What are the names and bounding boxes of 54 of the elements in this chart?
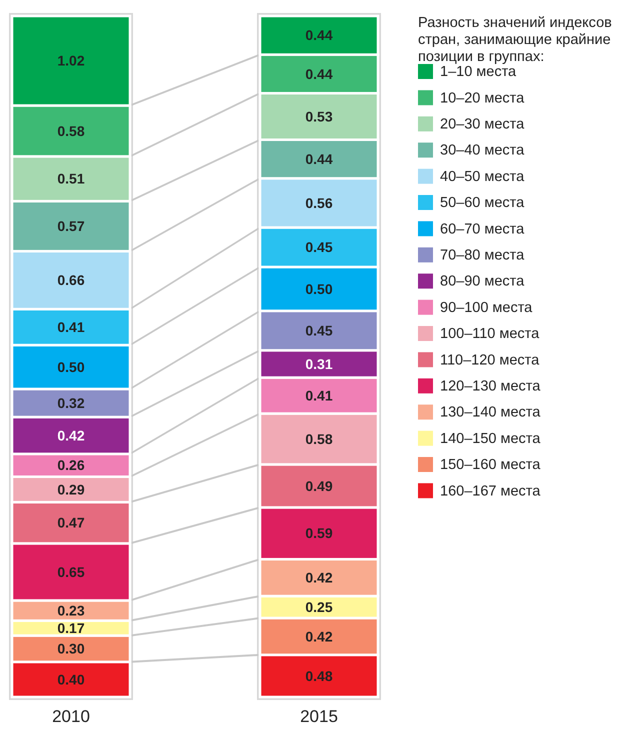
legend-label: 70–80 места xyxy=(440,247,526,264)
legend-label: 80–90 места xyxy=(440,274,526,290)
data-label: 0.29 xyxy=(57,481,85,498)
data-label: 0.17 xyxy=(57,620,85,636)
data-label: 0.25 xyxy=(305,598,333,615)
data-label: 0.30 xyxy=(57,640,85,657)
data-label: 0.65 xyxy=(57,564,85,580)
data-label: 0.45 xyxy=(305,239,333,256)
data-label: 0.58 xyxy=(305,430,333,447)
data-label: 0.53 xyxy=(305,108,333,124)
data-label: 0.57 xyxy=(57,218,85,234)
data-label: 0.26 xyxy=(57,457,85,474)
data-label: 0.58 xyxy=(57,122,85,139)
data-label: 0.31 xyxy=(305,356,333,372)
data-label: 0.56 xyxy=(305,194,333,211)
x-tick-label: 2010 xyxy=(52,707,90,726)
legend-label: 120–130 места xyxy=(440,378,542,394)
data-label: 0.40 xyxy=(57,671,85,688)
data-label: 0.42 xyxy=(305,570,333,586)
legend-label: 140–150 места xyxy=(440,430,542,447)
data-label: 0.23 xyxy=(57,602,85,618)
legend-label: 110–120 места xyxy=(440,352,540,368)
legend-title: Разность значений индексов стран, занимающие крайние позиции в группах: xyxy=(418,15,612,65)
legend-label: 30–40 места xyxy=(440,142,526,159)
data-label: 0.50 xyxy=(57,358,85,375)
data-label: 0.59 xyxy=(305,525,333,542)
data-label: 0.45 xyxy=(305,322,333,339)
legend-label: 130–140 места xyxy=(440,404,542,421)
data-label: 0.50 xyxy=(305,280,333,297)
legend-label: 100–110 места xyxy=(440,326,540,342)
data-label: 0.42 xyxy=(305,628,333,644)
legend-label: 1–10 места xyxy=(440,64,518,80)
data-label: 0.47 xyxy=(57,514,85,531)
data-label: 1.02 xyxy=(57,52,85,69)
x-tick-label: 2015 xyxy=(300,707,338,726)
data-label: 0.41 xyxy=(57,319,85,335)
data-label: 0.41 xyxy=(305,387,333,404)
legend-label: 160–167 места xyxy=(440,483,542,500)
legend-label: 50–60 места xyxy=(440,195,526,212)
legend-label: 60–70 места xyxy=(440,221,526,238)
data-label: 0.44 xyxy=(305,27,333,44)
legend-label: 20–30 места xyxy=(440,116,526,132)
data-label: 0.49 xyxy=(305,478,333,494)
legend-label: 150–160 места xyxy=(440,457,542,474)
data-label: 0.48 xyxy=(305,668,333,684)
data-label: 0.42 xyxy=(57,427,85,444)
data-label: 0.51 xyxy=(57,170,85,187)
data-label: 0.66 xyxy=(57,272,85,288)
legend-label: 90–100 места xyxy=(440,300,534,316)
data-label: 0.32 xyxy=(57,394,85,411)
data-label: 0.44 xyxy=(305,150,333,167)
legend-label: 40–50 места xyxy=(440,168,526,185)
legend-label: 10–20 места xyxy=(440,90,526,106)
data-label: 0.44 xyxy=(305,66,333,82)
